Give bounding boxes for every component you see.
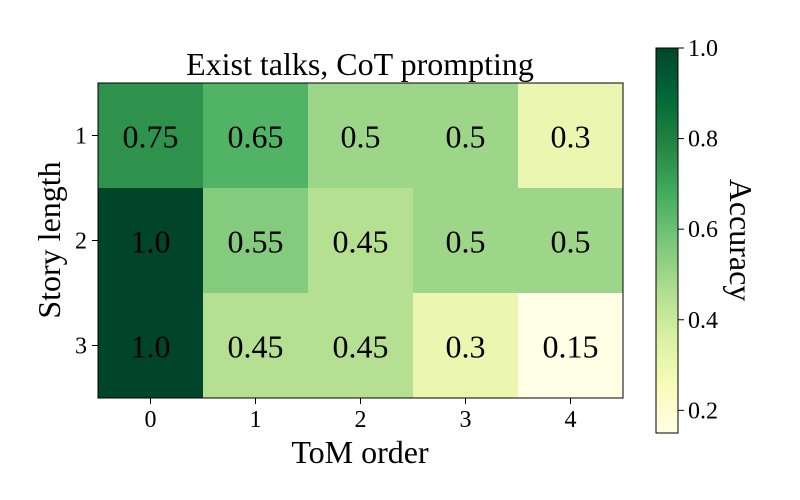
- heatmap-cell: [203, 293, 308, 398]
- chart-title: Exist talks, CoT prompting: [186, 46, 534, 82]
- heatmap-cell: [308, 83, 413, 188]
- colorbar-tick-label: 1.0: [688, 36, 718, 62]
- cell-value-label: 0.45: [333, 329, 389, 365]
- x-tick-label: 3: [460, 407, 472, 433]
- cell-value-label: 0.75: [123, 119, 179, 155]
- x-axis-ticks: 0 1 2 3 4: [145, 398, 577, 433]
- heatmap-cell: [518, 293, 623, 398]
- cell-value-label: 0.5: [551, 224, 591, 260]
- cell-value-label: 0.55: [228, 224, 284, 260]
- colorbar-tick-label: 0.4: [688, 308, 718, 334]
- heatmap-cell: [413, 293, 518, 398]
- heatmap-cell: [98, 188, 203, 293]
- y-axis-label: Story length: [31, 161, 67, 318]
- colorbar-tick-label: 0.8: [688, 127, 718, 153]
- y-tick-label: 1: [75, 124, 87, 150]
- cell-value-label: 0.45: [333, 224, 389, 260]
- cell-value-label: 0.5: [446, 224, 486, 260]
- x-tick-label: 0: [145, 407, 157, 433]
- cell-value-label: 0.45: [228, 329, 284, 365]
- colorbar-label: Accuracy: [723, 179, 759, 302]
- cell-value-label: 0.5: [446, 119, 486, 155]
- cell-value-label: 0.3: [446, 329, 486, 365]
- x-tick-label: 1: [250, 407, 262, 433]
- heatmap-cell: [518, 188, 623, 293]
- heatmap-cell: [308, 293, 413, 398]
- x-tick-label: 2: [355, 407, 367, 433]
- colorbar: [655, 47, 679, 434]
- heatmap-cell: [203, 83, 308, 188]
- y-tick-label: 2: [75, 229, 87, 255]
- heatmap-cell: [98, 83, 203, 188]
- heatmap-cell: [98, 293, 203, 398]
- cell-value-label: 0.3: [551, 119, 591, 155]
- cell-value-label: 0.65: [228, 119, 284, 155]
- heatmap-cell: [413, 83, 518, 188]
- heatmap-cells: 0.75 0.65 0.5 0.5 0.3 1.0 0.55 0.45 0.5 0.5 1.0 0.4…: [98, 83, 623, 398]
- cell-value-label: 0.15: [543, 329, 599, 365]
- cell-value-label: 1.0: [131, 329, 171, 365]
- cell-value-label: 1.0: [131, 224, 171, 260]
- colorbar-tick-label: 0.6: [688, 217, 718, 243]
- heatmap-cell: [203, 188, 308, 293]
- heatmap-cell: [518, 83, 623, 188]
- heatmap-cell: [413, 188, 518, 293]
- cell-value-label: 0.5: [341, 119, 381, 155]
- heatmap-cell: [308, 188, 413, 293]
- x-axis-label: ToM order: [291, 434, 429, 470]
- y-tick-label: 3: [75, 334, 87, 360]
- colorbar-tick-label: 0.2: [688, 398, 718, 424]
- y-axis-ticks: 1 2 3: [75, 124, 98, 360]
- colorbar-ticks: 0.2 0.4 0.6 0.8 1.0: [678, 36, 718, 424]
- x-tick-label: 4: [565, 407, 577, 433]
